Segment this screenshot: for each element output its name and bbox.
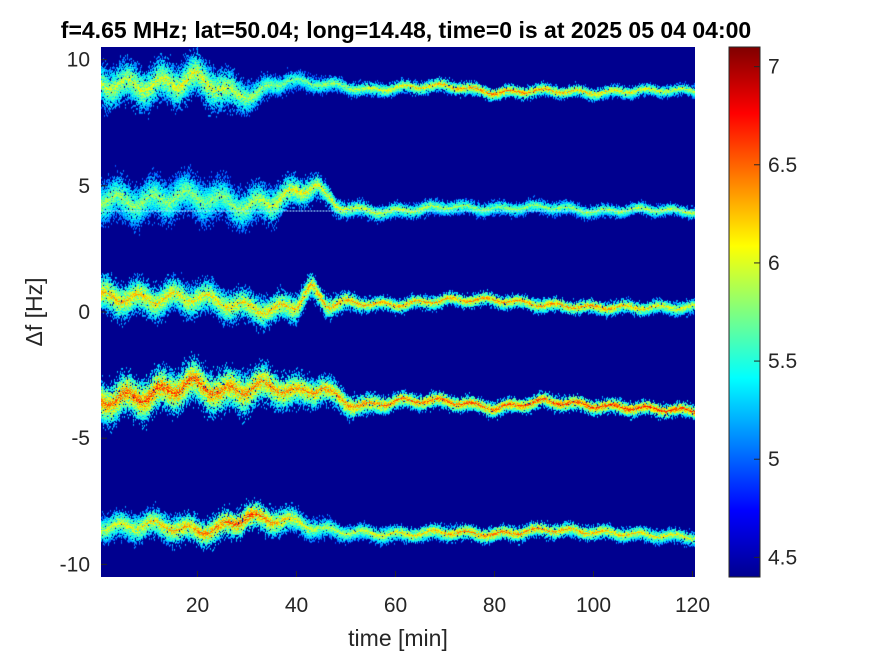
colorbar: 7 6.5 6 5.5 5 4.5 bbox=[728, 46, 797, 578]
colorbar-gradient bbox=[729, 47, 760, 577]
y-tick-label: 0 bbox=[78, 301, 90, 324]
colorbar-tick-label: 6.5 bbox=[768, 154, 797, 177]
colorbar-tick-label: 7 bbox=[768, 56, 780, 79]
colorbar-tick-label: 6 bbox=[768, 252, 780, 275]
colorbar-tick-label: 5.5 bbox=[768, 350, 797, 373]
x-tick-label: 60 bbox=[384, 594, 407, 617]
heatmap-image bbox=[101, 47, 695, 577]
x-axis-label: time [min] bbox=[348, 625, 448, 651]
y-tick-label: 10 bbox=[67, 49, 90, 72]
x-tick-label: 40 bbox=[285, 594, 308, 617]
colorbar-ticks: 7 6.5 6 5.5 5 4.5 bbox=[754, 56, 797, 569]
x-axis-ticks: 20 40 60 80 100 120 bbox=[186, 571, 710, 617]
x-tick-label: 100 bbox=[576, 594, 611, 617]
y-tick-label: -10 bbox=[60, 553, 90, 576]
y-tick-label: -5 bbox=[71, 427, 90, 450]
colorbar-frame bbox=[728, 46, 761, 578]
y-axis-ticks: 10 5 0 -5 -10 bbox=[60, 49, 107, 576]
colorbar-tick-label: 5 bbox=[768, 448, 780, 471]
y-axis-label: Δf [Hz] bbox=[21, 277, 47, 346]
x-tick-label: 20 bbox=[186, 594, 209, 617]
y-tick-label: 5 bbox=[78, 175, 90, 198]
x-tick-label: 120 bbox=[675, 594, 710, 617]
x-tick-label: 80 bbox=[483, 594, 506, 617]
colorbar-tick-label: 4.5 bbox=[768, 546, 797, 569]
plot-area bbox=[101, 47, 695, 577]
chart-title: f=4.65 MHz; lat=50.04; long=14.48, time=… bbox=[61, 17, 751, 43]
